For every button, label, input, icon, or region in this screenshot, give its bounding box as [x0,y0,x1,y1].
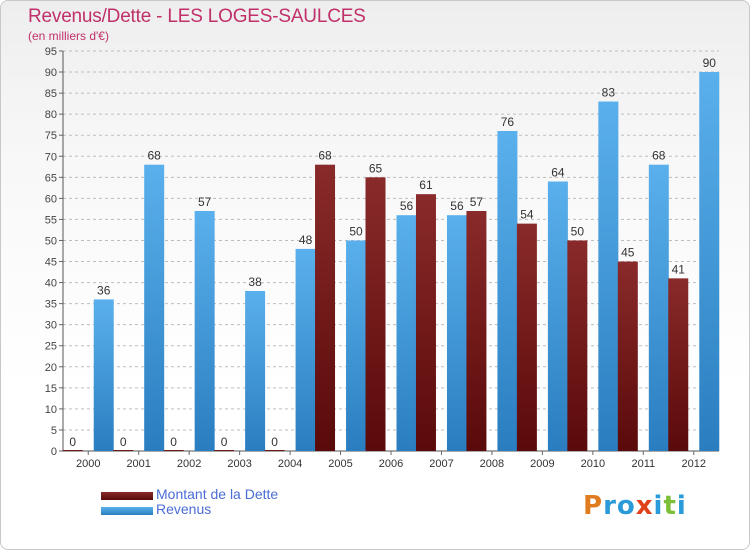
data-label: 61 [419,178,433,192]
data-label: 50 [571,224,585,238]
y-tick-label: 75 [45,130,57,142]
data-label: 38 [248,275,262,289]
bar-revenus [497,131,518,451]
bar-dette [415,194,436,451]
y-tick-label: 65 [45,172,57,184]
x-tick-label: 2007 [429,458,453,470]
data-label: 83 [602,86,616,100]
data-label: 90 [703,56,717,70]
data-label: 54 [520,208,534,222]
y-tick-label: 20 [45,362,57,374]
x-tick-label: 2005 [328,458,352,470]
y-tick-label: 15 [45,383,57,395]
bar-dette [163,450,184,451]
legend-swatch-dette [101,492,153,500]
y-tick-label: 45 [45,257,57,269]
bar-dette [264,450,285,451]
y-tick-label: 10 [45,404,57,416]
bar-revenus [598,101,619,452]
data-label: 65 [369,161,383,175]
bar-dette [668,278,689,451]
bar-revenus [194,211,215,451]
bar-revenus [446,215,467,451]
legend-label-dette: Montant de la Dette [156,486,279,502]
y-tick-label: 40 [45,278,57,290]
bar-revenus [648,164,669,451]
y-tick-label: 60 [45,193,57,205]
x-tick-label: 2011 [631,458,655,470]
proxiti-logo: Proxiti [583,491,687,521]
bar-dette [466,211,487,451]
bar-revenus [396,215,417,451]
bar-layer [62,72,720,452]
bar-dette [617,261,638,451]
legend-swatch-revenus [101,507,153,515]
bar-dette [315,164,336,451]
data-label: 64 [551,166,565,180]
chart-subtitle: (en milliers d'€) [28,29,109,43]
bar-dette [214,450,235,451]
data-label: 68 [652,149,666,163]
legend-label-revenus: Revenus [156,501,212,517]
y-tick-label: 70 [45,151,57,163]
x-tick-label: 2003 [227,458,251,470]
x-tick-label: 2008 [480,458,504,470]
data-label: 41 [672,262,686,276]
chart-title: Revenus/Dette - LES LOGES-SAULCES [28,6,366,27]
bar-revenus [245,291,266,451]
bar-dette [567,240,588,451]
bar-dette [516,223,537,451]
bar-revenus [144,164,165,451]
bar-revenus [295,248,316,451]
x-tick-label: 2000 [76,458,100,470]
bar-dette [113,450,134,451]
bar-dette [62,450,83,451]
y-tick-label: 50 [45,235,57,247]
x-tick-label: 2004 [278,458,302,470]
data-label: 36 [97,283,111,297]
x-tick-label: 2002 [177,458,201,470]
y-tick-label: 85 [45,88,57,100]
axis-layer: 0510152025303540455055606570758085909520… [45,46,719,470]
data-label: 68 [318,149,332,163]
y-tick-label: 35 [45,299,57,311]
x-tick-label: 2009 [530,458,554,470]
data-label: 0 [120,435,127,449]
data-label: 50 [349,224,363,238]
data-label: 56 [400,199,414,213]
data-label: 56 [450,199,464,213]
data-label: 0 [271,435,278,449]
data-label: 68 [148,149,162,163]
y-tick-label: 5 [51,425,57,437]
data-label: 0 [69,435,76,449]
y-tick-label: 80 [45,109,57,121]
bar-revenus [346,240,367,451]
x-tick-label: 2010 [581,458,605,470]
bar-dette [365,177,386,451]
y-tick-label: 30 [45,320,57,332]
y-tick-label: 95 [45,46,57,58]
data-label: 57 [198,195,212,209]
label-layer: 0 36 0 68 0 57 0 38 0 48 68 50 65 56 61 56 57 76 54 64 50 83 4… [69,56,716,449]
x-tick-label: 2001 [126,458,150,470]
x-tick-label: 2012 [682,458,706,470]
y-tick-label: 25 [45,341,57,353]
y-tick-label: 55 [45,214,57,226]
data-label: 76 [501,115,515,129]
bar-revenus [547,181,568,452]
y-tick-label: 0 [51,446,57,458]
bar-revenus [699,72,720,451]
data-label: 57 [470,195,484,209]
data-label: 45 [621,246,635,260]
data-label: 0 [221,435,228,449]
data-label: 0 [170,435,177,449]
y-tick-label: 90 [45,67,57,79]
data-label: 48 [299,233,313,247]
x-tick-label: 2006 [379,458,403,470]
bar-revenus [93,299,114,451]
